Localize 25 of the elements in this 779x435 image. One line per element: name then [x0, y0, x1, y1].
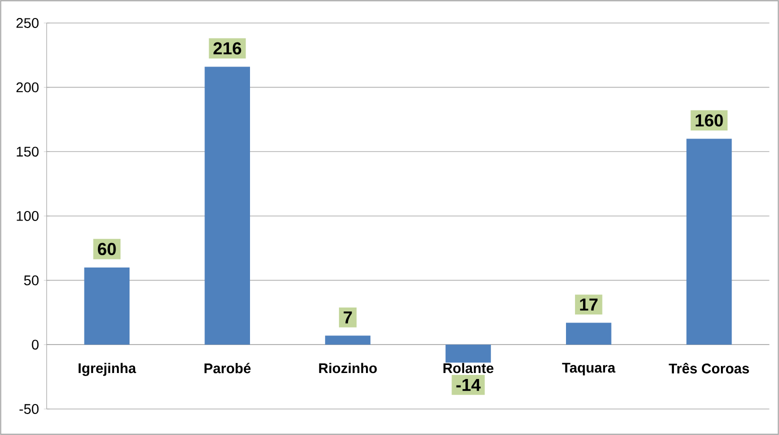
x-tick-label: Três Coroas	[668, 362, 749, 374]
data-label: 7	[344, 311, 352, 324]
bar	[204, 66, 250, 345]
data-label: 17	[580, 298, 598, 311]
y-tick-label: 150	[16, 146, 39, 157]
y-tick-label: 50	[24, 275, 39, 286]
y-tick-label: 200	[16, 82, 39, 92]
x-tick-label: Igrejinha	[78, 362, 136, 376]
y-tick-label: -50	[20, 404, 39, 414]
x-tick-label: Riozinho	[319, 362, 377, 374]
data-label: 216	[213, 42, 242, 54]
bar	[84, 267, 130, 345]
bar	[325, 336, 370, 345]
y-tick-label: 100	[16, 211, 39, 221]
bar	[446, 344, 491, 363]
data-label: 160	[696, 114, 723, 127]
x-tick-label: Rolante	[443, 362, 494, 374]
y-tick-label: 250	[16, 18, 39, 28]
x-tick-label: Taquara	[562, 362, 616, 376]
data-label: -14	[456, 378, 481, 391]
data-label: 60	[98, 242, 116, 256]
bar	[566, 322, 612, 345]
x-tick-label: Parobé	[204, 362, 251, 374]
bar	[686, 138, 732, 345]
y-tick-label: 0	[32, 340, 39, 350]
